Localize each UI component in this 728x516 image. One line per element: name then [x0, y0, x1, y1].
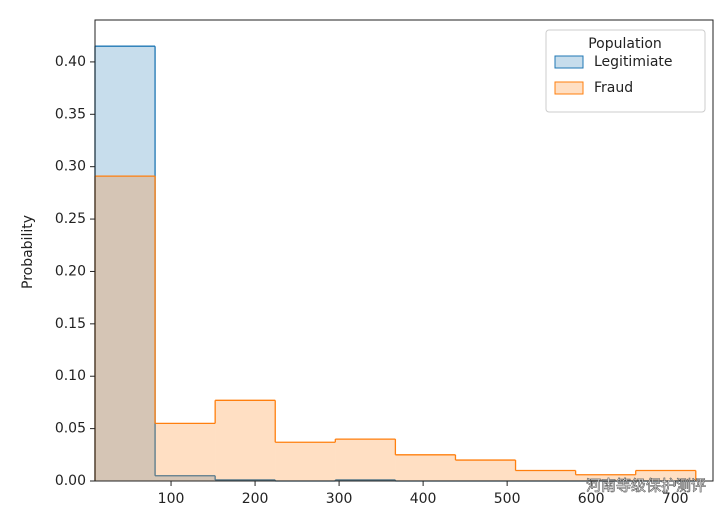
- histogram-bar: [575, 474, 636, 481]
- legend-title: Population: [588, 36, 662, 52]
- x-tick-label: 700: [662, 491, 689, 507]
- y-tick-label: 0.25: [55, 211, 86, 227]
- histogram-bar: [455, 460, 516, 481]
- histogram-bar: [95, 46, 156, 482]
- legend-swatch: [554, 55, 584, 69]
- x-tick-label: 500: [494, 491, 521, 507]
- histogram-bar: [395, 454, 456, 481]
- y-tick-label: 0.05: [55, 421, 86, 437]
- x-tick-label: 600: [578, 491, 605, 507]
- histogram-bar: [275, 442, 336, 481]
- histogram-bar: [635, 470, 696, 481]
- y-axis-label: Probability: [20, 215, 36, 289]
- y-tick-label: 0.15: [55, 316, 86, 332]
- y-tick-label: 0.10: [55, 368, 86, 384]
- y-tick-label: 0.00: [55, 473, 86, 489]
- y-tick-label: 0.40: [55, 54, 86, 70]
- legend-label: Legitimiate: [594, 54, 673, 70]
- legend-swatch: [554, 81, 584, 95]
- histogram-bar: [215, 400, 276, 481]
- legend-box: [545, 29, 706, 113]
- y-tick-label: 0.35: [55, 106, 86, 122]
- watermark: 河南等级保护测评: [586, 477, 706, 495]
- plot-frame: [94, 19, 714, 482]
- x-tick-label: 100: [158, 491, 185, 507]
- y-tick-label: 0.30: [55, 159, 86, 175]
- histogram-bar: [155, 475, 216, 481]
- x-tick-label: 400: [410, 491, 437, 507]
- x-tick-label: 200: [242, 491, 269, 507]
- histogram-bar: [335, 439, 396, 481]
- legend-label: Fraud: [594, 80, 633, 96]
- histogram-bar: [515, 470, 576, 481]
- y-tick-label: 0.20: [55, 263, 86, 279]
- histogram-bar: [155, 423, 216, 481]
- x-tick-label: 300: [326, 491, 353, 507]
- histogram-bar: [95, 176, 156, 481]
